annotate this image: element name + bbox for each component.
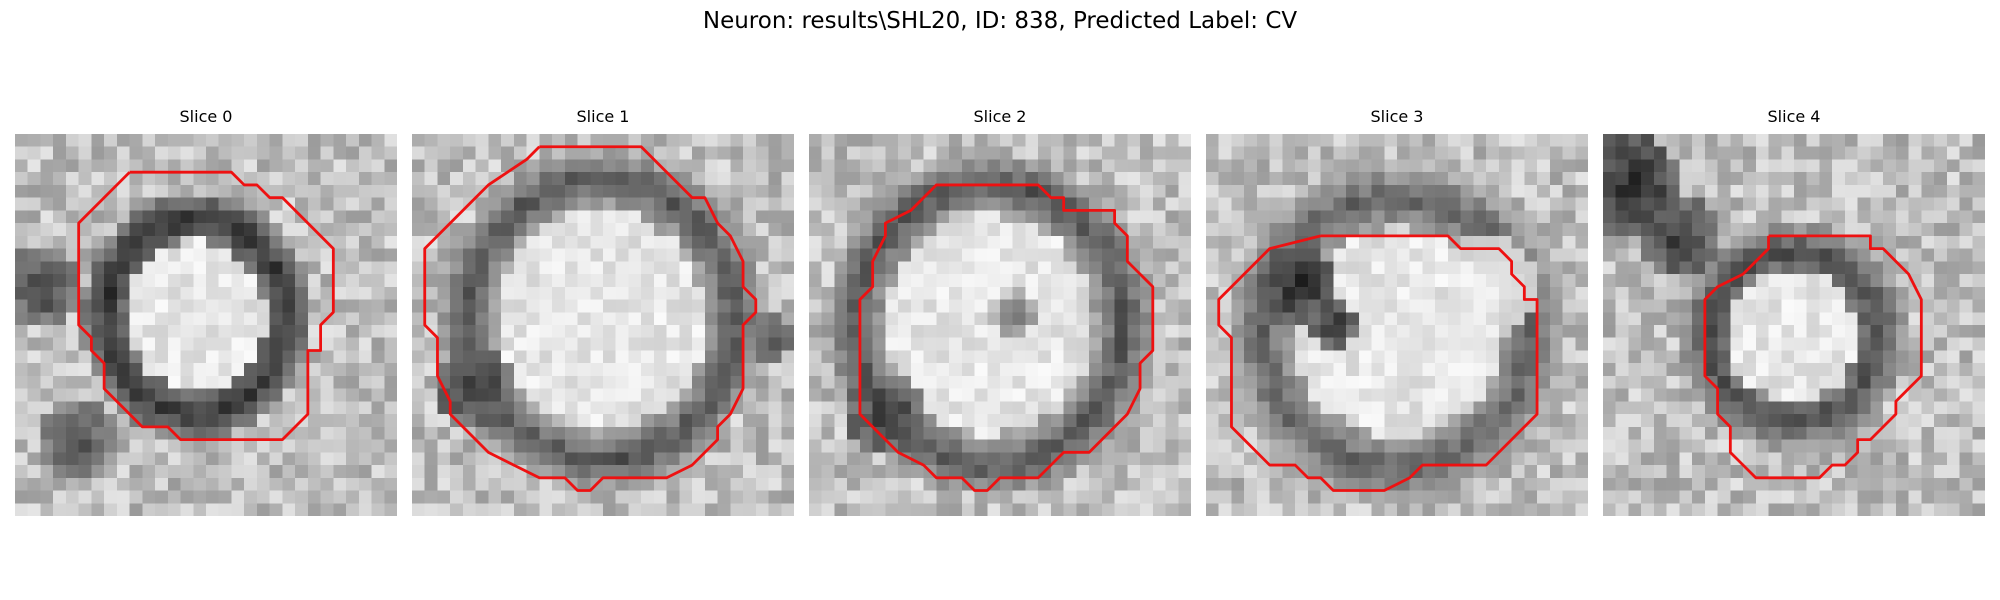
pixel-grid xyxy=(1603,134,1985,516)
slice-panel-2: Slice 2 xyxy=(809,106,1191,516)
slice-title: Slice 3 xyxy=(1370,107,1424,126)
slice-image xyxy=(1206,134,1588,516)
slice-panel-4: Slice 4 xyxy=(1603,106,1985,516)
figure-title: Neuron: results\SHL20, ID: 838, Predicte… xyxy=(702,8,1298,34)
pixel-grid xyxy=(412,134,794,516)
segmentation-contour xyxy=(1217,234,1539,492)
pixel-grid xyxy=(1206,134,1588,516)
slice-title: Slice 1 xyxy=(576,107,630,126)
segmentation-contour xyxy=(423,145,758,492)
slice-title: Slice 0 xyxy=(179,107,233,126)
slice-panel-3: Slice 3 xyxy=(1206,106,1588,516)
slice-image xyxy=(1603,134,1985,516)
slice-title: Slice 2 xyxy=(973,107,1027,126)
segmentation-contour xyxy=(858,183,1155,492)
segmentation-contour xyxy=(1703,234,1923,480)
slice-image xyxy=(15,134,397,516)
segmentation-contour xyxy=(77,170,335,442)
pixel-grid xyxy=(15,134,397,516)
slice-title: Slice 4 xyxy=(1767,107,1821,126)
slice-panel-1: Slice 1 xyxy=(412,106,794,516)
pixel-grid xyxy=(809,134,1191,516)
slice-image xyxy=(809,134,1191,516)
slice-panel-0: Slice 0 xyxy=(15,106,397,516)
slice-image xyxy=(412,134,794,516)
